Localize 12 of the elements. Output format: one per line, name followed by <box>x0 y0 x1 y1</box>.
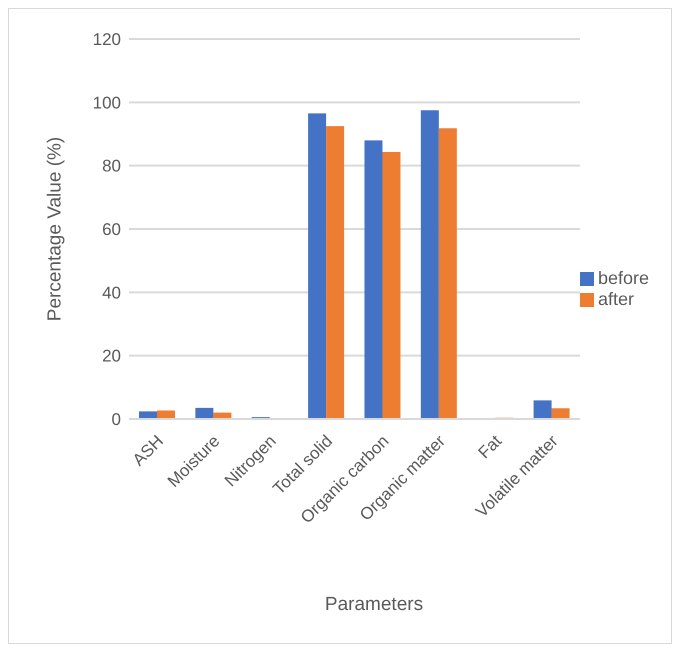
y-tick-label: 0 <box>112 410 121 430</box>
y-tick-label: 100 <box>92 93 121 112</box>
legend-label: before <box>598 268 649 288</box>
x-axis-title: Parameters <box>324 594 424 616</box>
x-tick-label: Fat <box>474 431 506 462</box>
y-tick-label: 20 <box>102 346 121 366</box>
legend-label: after <box>598 289 634 309</box>
y-axis-title: Percentage Value (%) <box>44 136 66 322</box>
y-tick-label: 40 <box>102 283 121 302</box>
y-tick-label: 80 <box>102 156 121 176</box>
y-tick-label: 120 <box>92 30 121 50</box>
y-tick-label: 60 <box>102 220 121 240</box>
